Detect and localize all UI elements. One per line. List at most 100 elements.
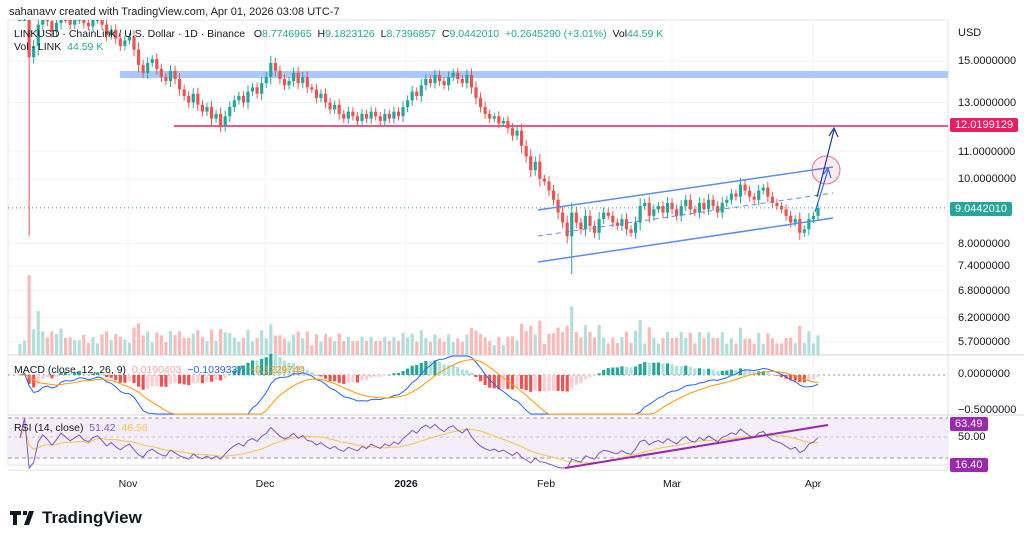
volume-bar [22, 340, 27, 355]
candle-body [784, 209, 788, 216]
time-label: 2026 [394, 478, 418, 490]
volume-bar [748, 338, 752, 355]
macd-histogram-bar [469, 372, 474, 375]
macd-histogram-bar [770, 374, 774, 375]
candle-body [150, 59, 154, 63]
macd-histogram-bar [369, 375, 373, 378]
volume-bar [168, 331, 173, 355]
macd-histogram-bar [337, 375, 341, 383]
high-value: 9.1823126 [325, 28, 375, 40]
rsi-band [8, 418, 948, 458]
candle-body [702, 202, 706, 210]
volume-bar [643, 343, 647, 355]
volume-bar [100, 334, 104, 355]
macd-histogram-bar [547, 375, 551, 391]
candle-body [469, 74, 474, 88]
macd-histogram-bar [520, 375, 524, 389]
volume-bar [241, 337, 246, 355]
volume-bar [200, 337, 204, 355]
rsi-ma-line [19, 426, 819, 464]
macd-histogram-bar [182, 375, 186, 385]
currency-label[interactable]: USD [958, 27, 982, 39]
candle-body [688, 199, 692, 210]
macd-histogram-bar [529, 375, 533, 392]
volume-bar [483, 337, 487, 355]
volume-bar [506, 336, 510, 355]
candle-body [647, 202, 651, 216]
volume-bar [738, 327, 743, 355]
candle-body [387, 113, 391, 119]
volume-bar [734, 343, 738, 355]
volume-value: 44.59 K [627, 28, 664, 40]
volume-bar [743, 338, 747, 355]
candle-body [433, 74, 437, 84]
projection-arrow [816, 126, 839, 198]
volume-bar [369, 336, 373, 355]
rsi-tick: 50.00 [958, 431, 986, 443]
candle-body [720, 202, 724, 213]
volume-bar [269, 324, 273, 355]
candle-body [82, 20, 86, 23]
macd-tick: 0.0000000 [958, 368, 1010, 380]
macd-histogram-bar [333, 375, 337, 382]
volume-bar [54, 333, 59, 355]
candle-body [766, 187, 770, 197]
candle-body [533, 161, 537, 171]
candle-body [118, 38, 122, 46]
candle-body [164, 76, 168, 82]
macd-histogram-bar [27, 375, 31, 384]
candle-body [752, 196, 756, 200]
macd-histogram-bar [415, 364, 419, 375]
macd-histogram-bar [515, 375, 519, 389]
price-chart[interactable] [0, 0, 1024, 500]
macd-histogram-bar [752, 371, 756, 375]
open-value: 8.7746965 [262, 28, 312, 40]
low-value: 8.7396857 [386, 28, 437, 40]
candle-body [209, 107, 214, 119]
tradingview-logo[interactable]: TradingView [10, 508, 142, 528]
macd-histogram-bar [392, 373, 396, 375]
volume-bar [533, 334, 537, 355]
volume-bar [374, 341, 378, 355]
rsi-legend: RSI (14, close) 51.42 46.56 [14, 422, 148, 434]
candle-body [447, 76, 451, 86]
candle-body [597, 219, 601, 233]
candle-body [173, 70, 177, 79]
candle-body [351, 111, 355, 117]
volume-bar [95, 343, 100, 355]
candle-body [561, 212, 565, 223]
volume-bar [469, 328, 474, 355]
macd-histogram-bar [665, 363, 670, 375]
macd-histogram-bar [178, 375, 182, 384]
symbol-legend: LINKUSD · ChainLink / U.S. Dollar · 1D ·… [14, 28, 664, 40]
volume-bar [520, 323, 524, 355]
candle-body [91, 20, 95, 27]
macd-histogram-bar [456, 366, 460, 375]
macd-histogram-bar [807, 375, 811, 381]
macd-histogram-bar [483, 375, 487, 385]
candle-body [68, 20, 72, 25]
volume-bar [351, 341, 355, 355]
macd-histogram-bar [611, 367, 615, 375]
candle-body [474, 87, 478, 99]
candle-body [22, 20, 27, 21]
candle-body [501, 120, 505, 124]
macd-histogram-bar [656, 362, 660, 375]
macd-histogram-bar [136, 375, 141, 387]
candle-body [515, 130, 519, 136]
symbol-title[interactable]: LINKUSD · ChainLink / U.S. Dollar · 1D ·… [14, 28, 246, 40]
candle-body [278, 70, 282, 79]
candle-body [816, 208, 820, 216]
macd-histogram-bar [556, 375, 560, 391]
macd-histogram-bar [447, 364, 451, 375]
volume-bar [451, 341, 455, 355]
volume-bar [323, 334, 328, 355]
candle-body [296, 72, 300, 84]
volume-bar [392, 336, 396, 355]
macd-histogram-bar [269, 353, 273, 375]
macd-histogram-bar [260, 358, 264, 375]
macd-histogram-bar [588, 375, 592, 378]
volume-bar [629, 343, 633, 355]
volume-bar [141, 335, 145, 355]
volume-bar [346, 336, 350, 355]
